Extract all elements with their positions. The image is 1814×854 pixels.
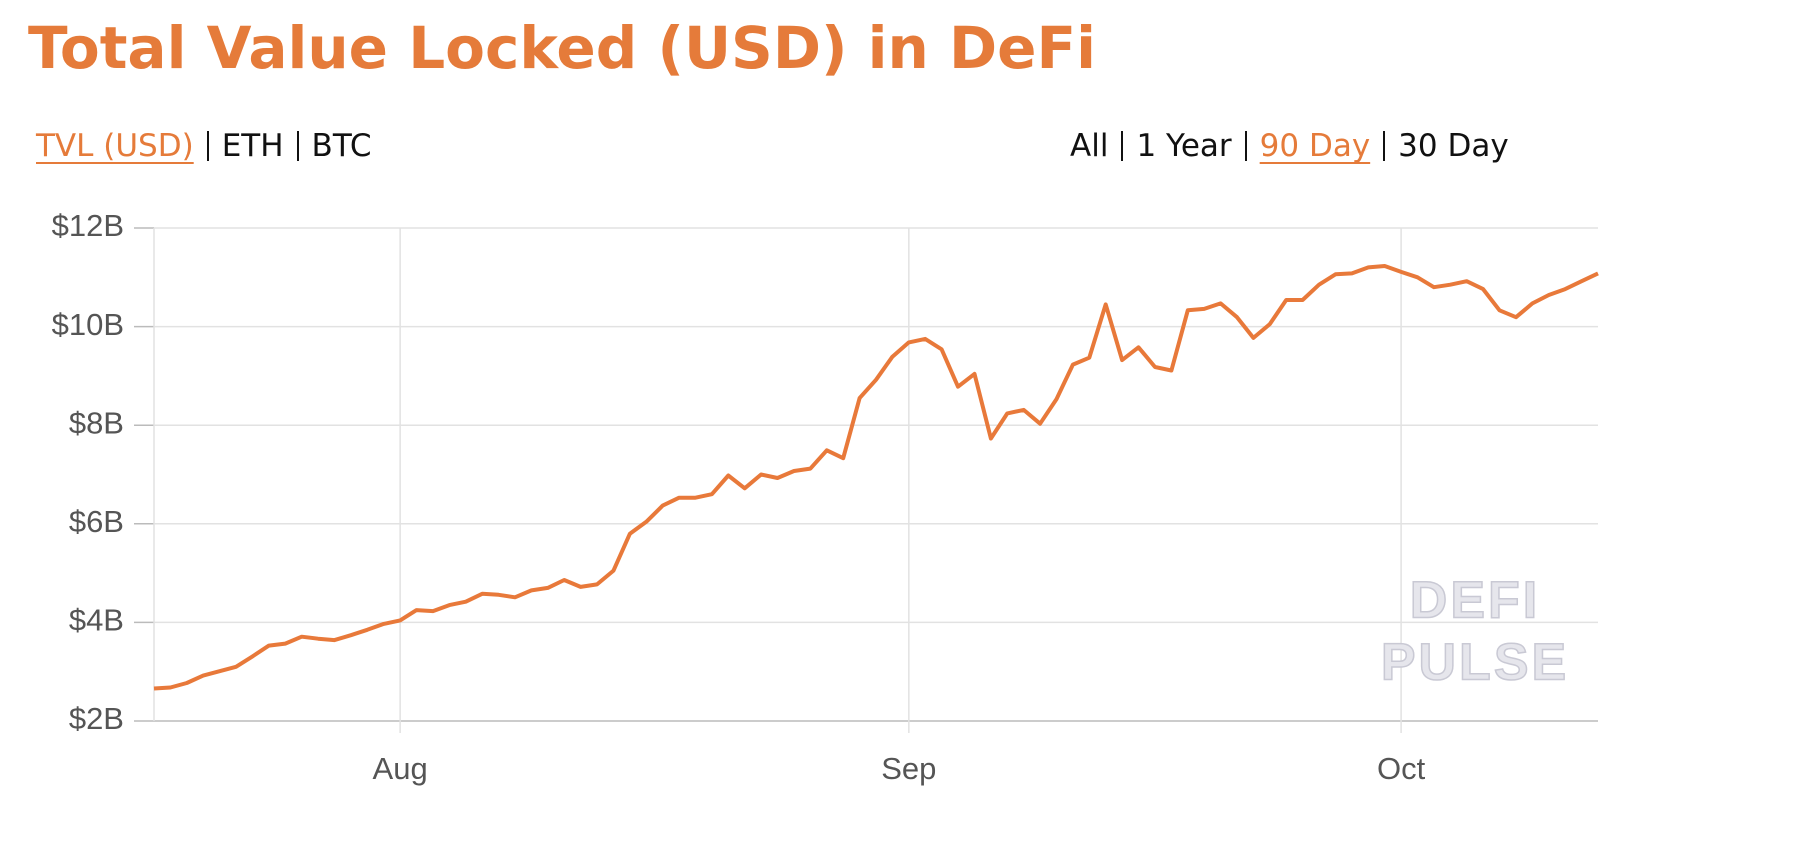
y-tick-label: $10B xyxy=(52,307,124,342)
metric-tabs: TVL (USD) ETH BTC xyxy=(36,128,372,164)
tab[interactable]: All xyxy=(1070,128,1109,164)
tab[interactable]: ETH xyxy=(221,128,284,164)
tvl-line xyxy=(153,264,1599,691)
x-tick-label: Oct xyxy=(1377,751,1426,786)
x-tick-label: Sep xyxy=(881,751,936,786)
y-tick-label: $6B xyxy=(69,504,124,539)
tab[interactable]: BTC xyxy=(311,128,372,164)
separator xyxy=(1383,131,1386,161)
y-tick-label: $4B xyxy=(69,603,124,638)
x-tick-label: Aug xyxy=(373,751,428,786)
y-tick-label: $12B xyxy=(52,208,124,243)
separator xyxy=(206,131,209,161)
separator xyxy=(296,131,299,161)
tab[interactable]: 30 Day xyxy=(1398,128,1509,164)
watermark-text: DEFI xyxy=(1410,572,1540,630)
chart-title: Total Value Locked (USD) in DeFi xyxy=(28,14,1097,82)
y-tick-label: $8B xyxy=(69,405,124,440)
tab[interactable]: TVL (USD) xyxy=(36,128,194,164)
separator xyxy=(1121,131,1124,161)
tab[interactable]: 1 Year xyxy=(1136,128,1232,164)
watermark-text: PULSE xyxy=(1381,634,1569,692)
range-tabs: All 1 Year 90 Day 30 Day xyxy=(1070,128,1509,164)
tab[interactable]: 90 Day xyxy=(1259,128,1371,164)
separator xyxy=(1244,131,1247,161)
y-tick-label: $2B xyxy=(69,701,124,736)
